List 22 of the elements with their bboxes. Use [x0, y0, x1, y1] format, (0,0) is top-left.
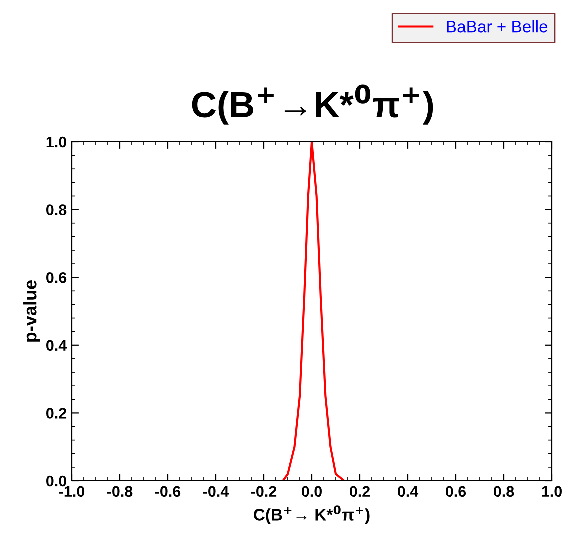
y-tick-label: 0.6	[46, 272, 67, 284]
x-tick-label: 0.8	[494, 486, 514, 498]
x-tick-label: -0.6	[155, 486, 181, 498]
legend-label: BaBar + Belle	[447, 20, 548, 33]
x-tick-label: 0.0	[302, 486, 322, 498]
x-tick-label: -0.4	[203, 486, 230, 498]
y-tick-label: 1.0	[46, 136, 67, 148]
y-tick-label: 0.0	[46, 476, 67, 487]
line-series	[72, 142, 552, 481]
x-tick-label: 1.0	[542, 486, 562, 498]
x-tick-label: -0.2	[251, 486, 277, 498]
x-axis-title: C(B$^{+}$→ K*$^{0}$π$^{+}$)	[254, 506, 370, 524]
x-tick-label: 0.4	[398, 486, 419, 498]
y-tick-label: 0.2	[46, 408, 67, 419]
y-tick-label: 0.8	[46, 204, 67, 216]
x-tick-label: -0.8	[107, 486, 133, 498]
x-tick-label: -1.0	[59, 486, 85, 498]
y-axis-title: p-value	[24, 280, 40, 342]
y-tick-label: 0.4	[46, 340, 68, 352]
x-tick-label: 0.2	[350, 486, 370, 498]
chart-title: C(B$^{+}$→K*$^{0}$π$^{+}$)	[192, 84, 434, 125]
x-tick-label: 0.6	[446, 486, 466, 498]
